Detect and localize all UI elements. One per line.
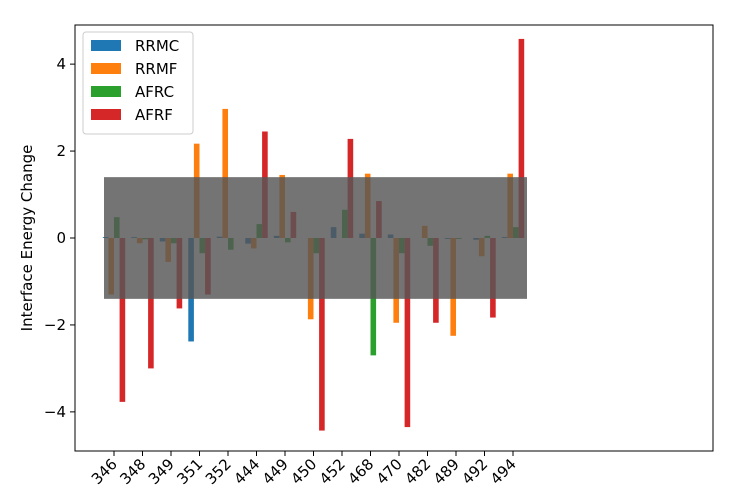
- legend-swatch-rrmc: [91, 40, 121, 51]
- x-tick-label-452: 452: [316, 455, 349, 488]
- x-axis: 3463483493513524444494504524684704824894…: [88, 451, 520, 488]
- legend-box: [82, 31, 194, 135]
- x-tick-label-444: 444: [230, 455, 263, 488]
- bar-afrf-346: [119, 238, 126, 402]
- x-tick-label-450: 450: [287, 455, 320, 488]
- y-axis-label: Interface Energy Change: [18, 145, 36, 332]
- x-tick-label-489: 489: [430, 455, 463, 488]
- threshold-band: [104, 177, 527, 299]
- y-axis: −4 −2 0 2 4: [44, 55, 75, 421]
- x-tick-label-482: 482: [401, 455, 434, 488]
- bar-afrf-494: [518, 38, 525, 239]
- legend-swatch-afrc: [91, 86, 121, 97]
- y-tick-label--2: −2: [44, 316, 66, 334]
- y-tick-label-4: 4: [56, 55, 66, 73]
- x-tick-label-494: 494: [487, 455, 520, 488]
- x-tick-label-349: 349: [145, 455, 178, 488]
- bar-afrf-470: [404, 238, 411, 428]
- bar-rrmf-352: [222, 108, 228, 238]
- bar-afrf-348: [148, 238, 154, 369]
- x-tick-label-468: 468: [344, 455, 377, 488]
- y-tick-label--4: −4: [44, 403, 66, 421]
- y-tick-label-2: 2: [56, 142, 66, 160]
- legend: RRMC RRMF AFRC AFRF: [82, 31, 194, 135]
- x-tick-label-449: 449: [259, 455, 292, 488]
- x-tick-label-346: 346: [88, 455, 121, 488]
- x-tick-label-470: 470: [373, 455, 406, 488]
- x-tick-label-352: 352: [202, 455, 235, 488]
- x-tick-label-351: 351: [173, 455, 206, 488]
- legend-swatch-rrmf: [91, 63, 121, 74]
- y-tick-label-0: 0: [56, 229, 66, 247]
- x-tick-label-492: 492: [458, 455, 491, 488]
- x-tick-label-348: 348: [116, 455, 149, 488]
- legend-label-afrf: AFRF: [135, 106, 173, 124]
- bar-afrf-450: [319, 238, 325, 431]
- legend-swatch-afrf: [91, 109, 121, 120]
- legend-label-rrmf: RRMF: [135, 60, 177, 78]
- legend-label-afrc: AFRC: [135, 83, 174, 101]
- legend-label-rrmc: RRMC: [135, 37, 179, 55]
